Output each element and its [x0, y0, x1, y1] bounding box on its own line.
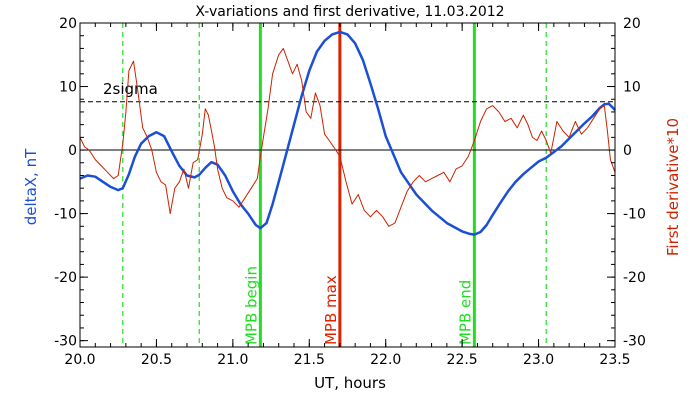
y-tick-label-right: -20: [623, 270, 646, 286]
y-tick-label-left: 0: [68, 143, 77, 159]
y-tick-label-left: -10: [54, 207, 77, 223]
x-tick-label: 20.5: [141, 352, 172, 368]
x-tick-label: 22.5: [447, 352, 478, 368]
y-axis-label-right: First derivative*10: [664, 118, 682, 256]
plot-frame: [79, 22, 616, 348]
reference-lines: 2sigma: [80, 80, 615, 151]
chart-title: X-variations and first derivative, 11.03…: [195, 4, 504, 20]
y-tick-label-right: -10: [623, 207, 646, 223]
vertical-marker-label: MPB max: [322, 275, 340, 345]
x-tick-label: 21.0: [217, 352, 248, 368]
x-tick-label: 22.0: [370, 352, 401, 368]
vertical-marker-label: MPB end: [456, 280, 474, 345]
y-tick-label-left: 10: [59, 80, 77, 96]
y-tick-label-right: 0: [623, 143, 632, 159]
x-axis-label: UT, hours: [314, 374, 386, 392]
x-tick-label: 21.5: [294, 352, 325, 368]
y-axis-label-left: deltaX, nT: [22, 148, 40, 225]
deltaX-line: [79, 30, 616, 236]
y-tick-label-left: 20: [59, 16, 77, 32]
marker-labels: MPB begin MPB max MPB end: [242, 266, 474, 345]
threshold-label: 2sigma: [103, 80, 158, 98]
x-tick-label: 20.0: [64, 352, 95, 368]
vertical-marker-lines: [122, 23, 547, 347]
vertical-marker-label: MPB begin: [242, 266, 260, 345]
y-tick-label-right: -30: [623, 334, 646, 350]
axis-ticks: 20.0 20.5 21.0 21.5 22.0 22.5 23.0 23.5 -30 -30 -2…: [54, 16, 646, 368]
y-tick-label-left: -30: [54, 334, 77, 350]
y-tick-label-right: 10: [623, 80, 641, 96]
x-tick-label: 23.5: [599, 352, 630, 368]
x-tick-label: 23.0: [523, 352, 554, 368]
series-lines: [79, 30, 616, 236]
y-tick-label-right: 20: [623, 16, 641, 32]
derivative-line: [79, 47, 616, 227]
y-tick-label-left: -20: [54, 270, 77, 286]
